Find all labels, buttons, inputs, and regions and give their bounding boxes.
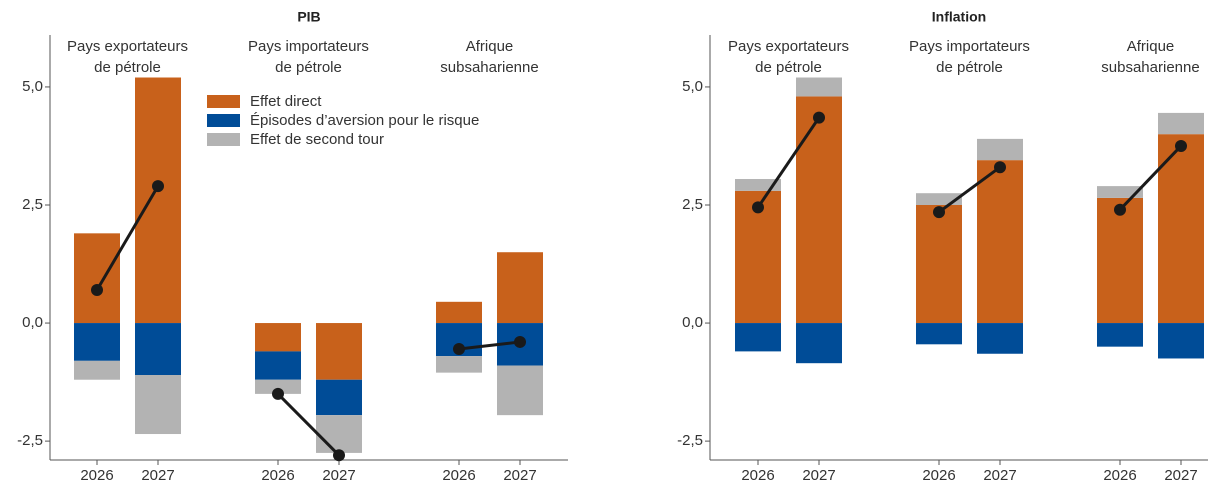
bar-segment	[977, 138, 1023, 161]
group-label: de pétrole	[755, 59, 822, 76]
net-point	[514, 335, 526, 348]
bar-segment	[316, 379, 362, 416]
legend-swatch	[207, 133, 240, 146]
y-tick-label: -2,5	[17, 432, 43, 449]
net-point	[272, 387, 284, 400]
y-tick-label: 5,0	[682, 78, 703, 95]
net-line	[756, 116, 821, 209]
bar-segment	[1097, 186, 1143, 198]
legend-swatch	[207, 114, 240, 127]
x-tick-label: 2026	[442, 467, 475, 484]
bar-segment	[1158, 112, 1204, 135]
group-label: de pétrole	[936, 59, 1003, 76]
legend-label: Épisodes d’aversion pour le risque	[250, 112, 479, 129]
net-point	[933, 206, 945, 219]
x-tick-label: 2027	[503, 467, 536, 484]
net-point	[152, 180, 164, 193]
bar-segment	[1158, 323, 1204, 359]
bar-segment	[977, 323, 1023, 354]
bar-segment	[735, 179, 781, 191]
group-label: Afrique	[466, 38, 514, 55]
y-tick-label: -2,5	[677, 432, 703, 449]
group-label: de pétrole	[94, 59, 161, 76]
x-tick-label: 2026	[1103, 467, 1136, 484]
net-line	[95, 185, 160, 291]
bar-segment	[916, 205, 962, 324]
chart-title: Inflation	[932, 9, 986, 25]
net-point	[453, 343, 465, 356]
bar-segment	[916, 323, 962, 345]
bar-segment	[796, 323, 842, 364]
net-point	[333, 449, 345, 462]
net-point	[91, 284, 103, 296]
group-label: Pays importateurs	[248, 38, 369, 55]
net-line	[458, 340, 521, 351]
bar-segment	[135, 375, 181, 435]
y-tick-label: 2,5	[22, 196, 43, 213]
y-tick-label: 5,0	[22, 78, 43, 95]
bar-segment	[436, 356, 482, 373]
x-tick-label: 2026	[261, 467, 294, 484]
group-label: Afrique	[1127, 38, 1175, 55]
group-label: de pétrole	[275, 59, 342, 76]
bar-segment	[916, 193, 962, 205]
bar-segment	[1158, 134, 1204, 324]
group-label: subsaharienne	[1101, 59, 1199, 76]
legend-label: Effet de second tour	[250, 131, 384, 148]
x-tick-label: 2026	[80, 467, 113, 484]
net-point	[752, 201, 764, 214]
x-tick-label: 2027	[322, 467, 355, 484]
bar-segment	[796, 77, 842, 97]
net-line	[1118, 144, 1183, 211]
y-tick-label: 0,0	[22, 314, 43, 331]
bar-segment	[74, 360, 120, 380]
bar-segment	[74, 233, 120, 324]
group-label: subsaharienne	[440, 59, 538, 76]
x-tick-label: 2027	[1164, 467, 1197, 484]
bar-segment	[74, 323, 120, 361]
y-tick-label: 0,0	[682, 314, 703, 331]
net-point	[1175, 139, 1187, 152]
x-tick-label: 2027	[141, 467, 174, 484]
group-label: Pays exportateurs	[728, 38, 849, 55]
net-line	[276, 392, 341, 457]
bar-segment	[135, 77, 181, 324]
x-tick-label: 2027	[802, 467, 835, 484]
x-tick-label: 2026	[922, 467, 955, 484]
bar-segment	[255, 379, 301, 394]
legend-label: Effet direct	[250, 93, 322, 110]
y-tick-label: 2,5	[682, 196, 703, 213]
net-point	[1114, 203, 1126, 216]
bar-segment	[977, 160, 1023, 324]
bar-segment	[316, 415, 362, 453]
bar-segment	[1097, 323, 1143, 347]
bar-segment	[735, 323, 781, 352]
legend-swatch	[207, 95, 240, 108]
bar-segment	[796, 96, 842, 324]
bar-segment	[497, 365, 543, 416]
bar-segment	[135, 323, 181, 375]
bar-segment	[255, 351, 301, 380]
bar-segment	[255, 323, 301, 352]
net-point	[994, 161, 1006, 174]
x-tick-label: 2026	[741, 467, 774, 484]
net-point	[813, 111, 825, 124]
net-line	[938, 166, 1001, 214]
bar-segment	[436, 301, 482, 324]
bar-segment	[497, 252, 543, 324]
chart-title: PIB	[297, 9, 320, 25]
bar-segment	[316, 323, 362, 380]
bar-segment	[1097, 197, 1143, 324]
x-tick-label: 2027	[983, 467, 1016, 484]
group-label: Pays importateurs	[909, 38, 1030, 55]
group-label: Pays exportateurs	[67, 38, 188, 55]
